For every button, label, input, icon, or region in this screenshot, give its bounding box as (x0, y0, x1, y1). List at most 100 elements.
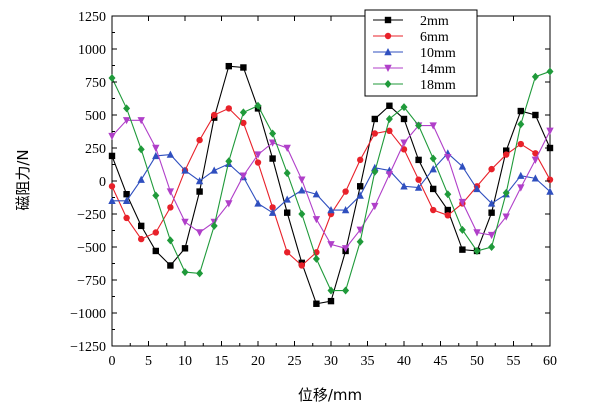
data-point (400, 139, 408, 147)
x-tick-label: 5 (145, 354, 152, 369)
data-point (108, 196, 116, 204)
series-line-2mm (111, 65, 551, 305)
data-point (371, 202, 379, 211)
data-point (356, 191, 364, 199)
data-point (444, 190, 452, 199)
series-14mm (108, 117, 554, 253)
data-point (123, 104, 131, 113)
data-point (254, 151, 262, 159)
data-point (488, 209, 495, 216)
legend-item-10mm: 10mm (373, 46, 456, 61)
x-tick-label: 15 (215, 354, 229, 369)
data-point (283, 195, 291, 203)
y-tick-label: 1000 (78, 43, 106, 58)
data-point (444, 206, 451, 214)
data-point (283, 144, 291, 152)
data-point (385, 171, 394, 179)
data-point (517, 171, 525, 179)
data-point (195, 177, 204, 185)
data-point (327, 286, 335, 295)
data-point (225, 62, 232, 70)
data-point (166, 150, 175, 158)
data-point (487, 231, 496, 240)
data-point (546, 67, 554, 76)
data-point (429, 165, 437, 173)
data-point (152, 151, 160, 160)
data-point (473, 229, 481, 237)
x-tick-label: 0 (109, 354, 116, 369)
data-point (546, 176, 554, 183)
data-point (546, 187, 554, 195)
data-point (356, 226, 364, 234)
data-point (152, 247, 159, 255)
data-point (371, 115, 378, 123)
data-point (167, 204, 174, 211)
data-point (546, 127, 554, 135)
data-point (254, 159, 262, 166)
data-point (167, 262, 174, 269)
x-tick-label: 55 (507, 354, 521, 369)
x-tick-label: 60 (543, 354, 557, 369)
data-point (166, 188, 175, 196)
y-tick-label: −1000 (70, 307, 106, 322)
data-point (371, 130, 378, 137)
data-point (487, 199, 496, 207)
legend-label: 14mm (420, 62, 456, 77)
data-point (166, 236, 174, 245)
data-point (196, 269, 204, 278)
data-point (458, 162, 467, 170)
x-tick-label: 40 (397, 354, 411, 369)
y-tick-label: −750 (77, 274, 106, 289)
series-line-14mm (111, 119, 551, 249)
legend-marker (384, 80, 392, 88)
data-point (152, 191, 160, 200)
data-point (210, 166, 218, 174)
data-point (123, 214, 130, 222)
data-point (268, 208, 277, 216)
data-point (284, 249, 291, 256)
data-point (313, 300, 320, 307)
data-point (312, 190, 321, 198)
legend-item-2mm: 2mm (373, 14, 449, 29)
x-tick-label: 10 (178, 354, 192, 369)
legend-marker (384, 64, 392, 72)
y-tick-label: 1250 (78, 10, 106, 25)
data-point (181, 166, 189, 174)
data-point (312, 254, 320, 263)
data-point (341, 245, 350, 253)
data-point (444, 212, 451, 219)
series-line-10mm (112, 152, 551, 214)
data-point (284, 209, 291, 216)
series-10mm (108, 149, 554, 216)
legend-label: 6mm (420, 30, 449, 45)
x-tick-label: 30 (324, 354, 338, 369)
data-point (181, 218, 189, 226)
data-point (225, 157, 233, 166)
series-18mm (108, 67, 554, 295)
data-point (517, 120, 525, 129)
data-point (269, 204, 276, 211)
data-point (137, 117, 145, 125)
y-tick-label: 750 (85, 76, 106, 91)
data-point (327, 206, 335, 214)
data-point (211, 111, 218, 119)
data-point (122, 196, 131, 204)
legend-box (364, 9, 478, 97)
data-point (430, 206, 437, 214)
data-point (342, 188, 349, 195)
y-tick-label: −500 (77, 241, 106, 256)
data-point (517, 184, 525, 192)
data-point (415, 176, 422, 183)
data-point (269, 129, 277, 138)
data-point (458, 225, 466, 234)
legend-label: 18mm (420, 78, 456, 93)
y-tick-label: 500 (85, 109, 106, 124)
data-point (181, 245, 189, 252)
data-point (123, 191, 130, 198)
data-point (400, 182, 408, 190)
data-point (385, 114, 393, 123)
legend-item-6mm: 6mm (373, 30, 449, 45)
data-point (239, 172, 248, 180)
